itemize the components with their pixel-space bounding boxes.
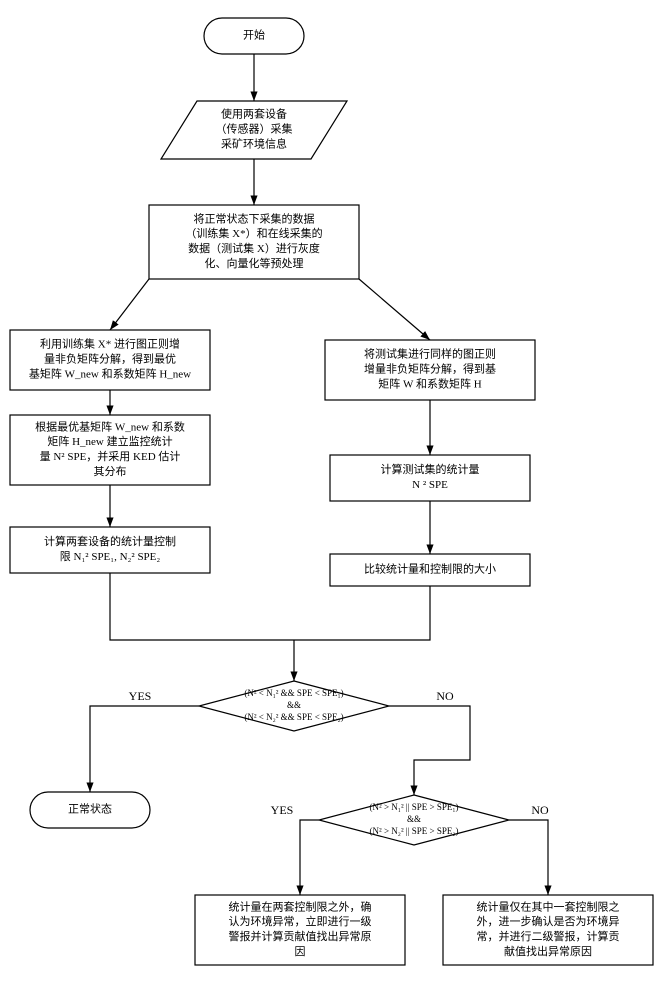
- node-text: 献值找出异常原因: [504, 944, 592, 958]
- node-text: 增量非负矩阵分解，得到基: [364, 362, 496, 376]
- edge: [509, 820, 548, 895]
- node-text: &&: [407, 814, 421, 824]
- edge: [300, 820, 319, 895]
- node-text: 开始: [243, 28, 265, 42]
- node-text: 采矿环境信息: [221, 136, 287, 150]
- node-start: 开始: [204, 18, 304, 54]
- node-text: 比较统计量和控制限的大小: [364, 562, 496, 576]
- node-text: （传感器）采集: [216, 122, 293, 136]
- node-text: (N² < N₂² && SPE < SPE₂): [244, 712, 343, 722]
- node-text: 统计量仅在其中一套控制限之: [477, 899, 620, 913]
- node-text: 限 N₁² SPE₁, N₂² SPE₂: [60, 550, 161, 563]
- node-text: 常，并进行二级警报，计算贡: [477, 929, 620, 943]
- node-collect: 使用两套设备（传感器）采集采矿环境信息: [161, 101, 347, 159]
- node-text: 计算两套设备的统计量控制: [44, 534, 176, 548]
- edge: [294, 586, 430, 640]
- node-text: 计算测试集的统计量: [381, 462, 480, 476]
- node-text: 矩阵 W 和系数矩阵 H: [378, 376, 481, 390]
- node-text: 利用训练集 X* 进行图正则增: [40, 337, 180, 351]
- node-preprocess: 将正常状态下采集的数据（训练集 X*）和在线采集的数据（测试集 X）进行灰度化、…: [149, 205, 359, 279]
- node-test_nmf: 将测试集进行同样的图正则增量非负矩阵分解，得到基矩阵 W 和系数矩阵 H: [325, 340, 535, 400]
- edge: [389, 706, 470, 795]
- node-compare: 比较统计量和控制限的大小: [330, 554, 530, 586]
- node-text: 基矩阵 W_new 和系数矩阵 H_new: [29, 366, 191, 380]
- node-text: (N² > N₂² || SPE > SPE₂): [370, 826, 459, 836]
- node-text: 数据（测试集 X）进行灰度: [188, 241, 320, 255]
- node-text: 其分布: [94, 465, 127, 478]
- node-text: 认为环境异常，立即进行一级: [229, 914, 372, 928]
- node-text: 量 N² SPE，并采用 KED 估计: [40, 449, 181, 463]
- node-train_nmf: 利用训练集 X* 进行图正则增量非负矩阵分解，得到最优基矩阵 W_new 和系数…: [10, 330, 210, 390]
- node-text: 将测试集进行同样的图正则: [364, 347, 496, 361]
- nodes-layer: 开始使用两套设备（传感器）采集采矿环境信息将正常状态下采集的数据（训练集 X*）…: [10, 18, 653, 965]
- node-text: 使用两套设备: [221, 107, 287, 121]
- node-text: 警报并计算贡献值找出异常原: [229, 929, 372, 943]
- node-decision2: (N² > N₁² || SPE > SPE₁) && (N² > N₂² || S…: [319, 795, 509, 845]
- node-text: 矩阵 H_new 建立监控统计: [47, 434, 172, 448]
- node-ctrl_limits: 计算两套设备的统计量控制限 N₁² SPE₁, N₂² SPE₂: [10, 527, 210, 573]
- node-text: 量非负矩阵分解，得到最优: [44, 352, 176, 366]
- node-text: 外，进一步确认是否为环境异: [477, 914, 620, 928]
- node-normal: 正常状态: [30, 792, 150, 828]
- node-calc_test_stats: 计算测试集的统计量 N ² SPE: [330, 455, 530, 501]
- node-text: &&: [287, 700, 301, 710]
- node-text: 因: [295, 945, 306, 958]
- node-text: 将正常状态下采集的数据: [194, 211, 315, 225]
- node-alarm1: 统计量在两套控制限之外，确认为环境异常，立即进行一级警报并计算贡献值找出异常原因: [195, 895, 405, 965]
- edge-label: YES: [271, 803, 294, 817]
- node-decision1: (N² < N₁² && SPE < SPE₁) && (N² < N₂² && S…: [199, 681, 389, 731]
- node-build_stats: 根据最优基矩阵 W_new 和系数矩阵 H_new 建立监控统计量 N² SPE…: [10, 415, 210, 485]
- node-text: 正常状态: [68, 802, 112, 816]
- edge-label: YES: [129, 689, 152, 703]
- node-alarm2: 统计量仅在其中一套控制限之外，进一步确认是否为环境异常，并进行二级警报，计算贡献…: [443, 895, 653, 965]
- node-text: (N² > N₁² || SPE > SPE₁): [370, 802, 459, 812]
- edge: [90, 706, 199, 792]
- node-text: 统计量在两套控制限之外，确: [229, 899, 372, 913]
- edge-label: NO: [531, 803, 549, 817]
- edge-label: NO: [436, 689, 454, 703]
- edge: [110, 573, 294, 640]
- node-text: 化、向量化等预处理: [205, 256, 304, 270]
- edge: [110, 279, 149, 330]
- edge: [359, 279, 430, 340]
- node-text: (N² < N₁² && SPE < SPE₁): [244, 688, 343, 698]
- node-text: N ² SPE: [412, 479, 448, 491]
- node-text: 根据最优基矩阵 W_new 和系数: [35, 419, 185, 433]
- node-text: （训练集 X*）和在线采集的: [185, 226, 322, 240]
